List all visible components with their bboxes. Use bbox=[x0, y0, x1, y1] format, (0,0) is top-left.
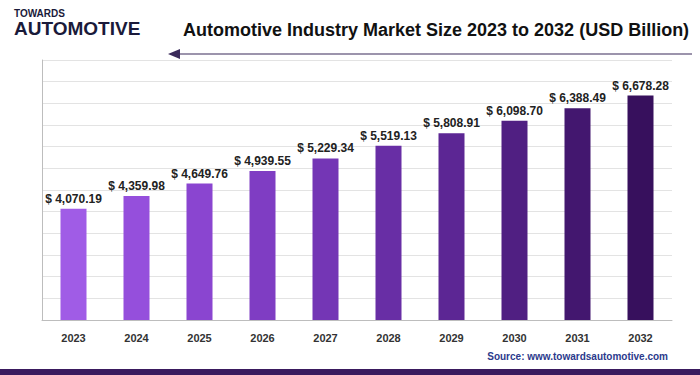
svg-text:$ 4,070.19: $ 4,070.19 bbox=[45, 192, 102, 206]
svg-text:2031: 2031 bbox=[565, 332, 589, 344]
svg-text:$ 5,519.13: $ 5,519.13 bbox=[360, 129, 417, 143]
svg-text:$ 6,098.70: $ 6,098.70 bbox=[486, 104, 543, 118]
svg-text:2032: 2032 bbox=[628, 332, 652, 344]
svg-text:$ 4,939.55: $ 4,939.55 bbox=[234, 154, 291, 168]
svg-text:TOWARDS: TOWARDS bbox=[14, 8, 65, 19]
svg-text:$ 5,229.34: $ 5,229.34 bbox=[297, 141, 354, 155]
svg-text:2023: 2023 bbox=[61, 332, 85, 344]
svg-text:$ 5,808.91: $ 5,808.91 bbox=[423, 116, 480, 130]
svg-text:Source: www.towardsautomotive.: Source: www.towardsautomotive.com bbox=[487, 351, 668, 362]
svg-text:2026: 2026 bbox=[250, 332, 274, 344]
svg-text:$ 6,388.49: $ 6,388.49 bbox=[549, 91, 606, 105]
svg-text:2029: 2029 bbox=[439, 332, 463, 344]
svg-text:$ 4,649.76: $ 4,649.76 bbox=[171, 167, 228, 181]
svg-text:2024: 2024 bbox=[124, 332, 149, 344]
svg-text:AUTOMOTIVE: AUTOMOTIVE bbox=[14, 18, 140, 39]
svg-text:Automotive Industry Market Siz: Automotive Industry Market Size 2023 to … bbox=[183, 20, 689, 40]
svg-text:2027: 2027 bbox=[313, 332, 337, 344]
svg-text:2028: 2028 bbox=[376, 332, 400, 344]
svg-text:2030: 2030 bbox=[502, 332, 526, 344]
svg-text:$ 4,359.98: $ 4,359.98 bbox=[108, 179, 165, 193]
svg-text:2025: 2025 bbox=[187, 332, 211, 344]
svg-text:$ 6,678.28: $ 6,678.28 bbox=[612, 79, 669, 93]
